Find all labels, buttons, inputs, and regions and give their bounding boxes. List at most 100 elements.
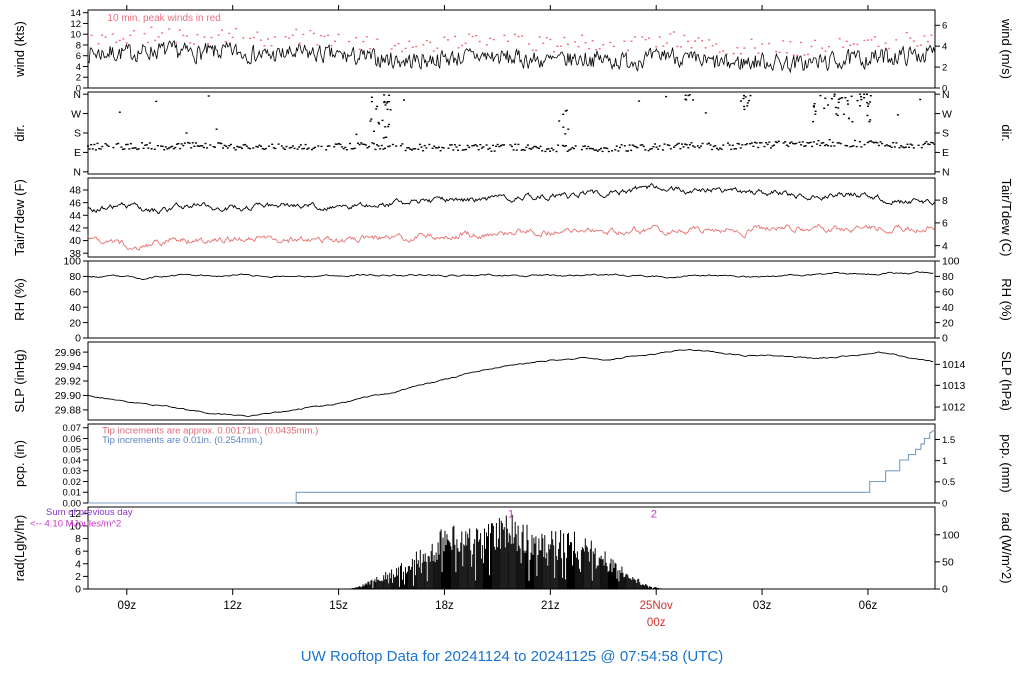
y-tick-label-left: 0.07: [63, 423, 82, 434]
y-tick-label-left: N: [73, 89, 81, 101]
panel-pcp: 0.000.010.020.030.040.050.060.07 0 0.5 1 1.5…: [12, 423, 1014, 509]
y-tick-label-left: 6: [75, 546, 81, 558]
y-tick-label-right: 60: [942, 286, 954, 298]
y-tick-label-left: N: [73, 167, 81, 179]
y-tick-label-right: 1012: [942, 402, 966, 414]
y-tick-label-right: N: [942, 89, 950, 101]
annotation-wind-0: 10 min. peak winds in red: [107, 13, 220, 24]
y-tick-label-left: 44: [69, 210, 81, 222]
y-axis-label-right-temp: Tair/Tdew (C): [999, 178, 1014, 256]
x-tick-label: 18z: [435, 600, 454, 612]
panel-frame-slp: [87, 341, 936, 421]
y-axis-label-right-pcp: pcp. (mm): [999, 434, 1014, 493]
series-dir-burst-0230z: [740, 94, 752, 111]
y-tick-label-left: 2: [76, 73, 81, 84]
x-tick-label: 15z: [329, 600, 348, 612]
y-tick-label-right: 100: [942, 529, 960, 541]
y-tick-label-left: 29.92: [55, 376, 81, 388]
y-tick-label-right: 4: [942, 240, 948, 252]
series-pcp-accum: [88, 429, 936, 504]
y-tick-label-right: 50: [942, 557, 954, 569]
y-tick-label-right: 1: [942, 456, 947, 467]
y-tick-label-left: 6: [76, 51, 81, 62]
panel-frame-pcp: [87, 423, 936, 504]
y-tick-label-right: 0: [942, 83, 947, 94]
y-tick-label-left: 12: [69, 508, 81, 520]
y-tick-label-left: 4: [76, 62, 81, 73]
y-tick-label-right: 80: [942, 271, 954, 283]
y-tick-label-right: 0: [942, 498, 947, 509]
y-axis-label-right-rad: rad (W/m^2): [999, 512, 1014, 583]
figure-title: UW Rooftop Data for 20241124 to 20241125…: [300, 648, 724, 665]
y-tick-label-left: 0.00: [63, 498, 82, 509]
y-tick-label-right: 6: [942, 218, 948, 230]
y-tick-label-left: 80: [69, 271, 81, 283]
x-tick-label-2: 00z: [647, 617, 666, 629]
y-tick-label-left: 29.88: [55, 405, 81, 417]
panel-rh: 0 20 40 60 80 100 0 20 40 60 80 100 RH (%) RH (%): [12, 256, 1014, 345]
y-axis-label-left-wind: wind (kts): [12, 21, 27, 78]
y-tick-label-right: 4: [942, 41, 947, 52]
x-tick-label: 12z: [223, 600, 242, 612]
y-tick-label-left: 48: [69, 185, 81, 197]
series-tdew: [87, 224, 935, 251]
annotation-rad-2: 1: [508, 509, 514, 521]
y-axis-label-right-rh: RH (%): [999, 278, 1014, 321]
series-dir-burst-16z: [369, 94, 392, 139]
y-tick-label-right: E: [942, 147, 949, 159]
y-tick-label-left: 8: [76, 40, 81, 51]
y-tick-label-left: 60: [69, 286, 81, 298]
y-tick-label-left: W: [71, 108, 81, 120]
y-tick-label-right: 0: [942, 584, 948, 596]
y-tick-label-right: 8: [942, 195, 948, 207]
series-slp: [87, 348, 934, 417]
panel-frame-dir: [87, 91, 936, 175]
y-axis-label-left-pcp: pcp. (in): [12, 440, 27, 487]
x-tick-label: 06z: [859, 600, 878, 612]
y-tick-label-left: 40: [69, 235, 81, 247]
y-tick-label-right: W: [942, 108, 952, 120]
y-axis-label-left-dir: dir.: [12, 124, 27, 141]
y-tick-label-left: 42: [69, 223, 81, 235]
y-axis-label-right-dir: dir.: [999, 124, 1014, 141]
y-axis-label-left-rh: RH (%): [12, 278, 27, 321]
y-tick-label-left: 8: [75, 533, 81, 545]
series-wind-avg: [87, 39, 936, 74]
y-axis-label-right-slp: SLP (hPa): [999, 351, 1014, 411]
y-tick-label-left: 0.03: [63, 466, 82, 477]
y-tick-label-left: 0.01: [63, 488, 82, 499]
y-tick-label-right: 0.5: [942, 477, 955, 488]
y-tick-label-left: 0: [75, 333, 81, 345]
x-tick-label: 03z: [753, 600, 772, 612]
y-axis-label-left-slp: SLP (inHg): [12, 349, 27, 412]
y-axis-label-left-temp: Tair/Tdew (F): [12, 179, 27, 256]
y-tick-label-left: 0: [75, 584, 81, 596]
y-tick-label-left: 4: [75, 558, 81, 570]
annotation-rad-3: 2: [651, 509, 657, 521]
y-tick-label-right: 1014: [942, 359, 966, 371]
y-tick-label-left: 100: [63, 256, 81, 268]
y-tick-label-left: 0.05: [63, 445, 82, 456]
y-tick-label-left: 12: [70, 19, 81, 30]
y-tick-label-left: 29.90: [55, 390, 81, 402]
y-tick-label-right: N: [942, 167, 950, 179]
y-tick-label-right: 1.5: [942, 435, 955, 446]
y-tick-label-left: E: [74, 147, 81, 159]
y-tick-label-left: 0: [76, 83, 81, 94]
y-tick-label-left: 0.06: [63, 434, 82, 445]
x-tick-label: 21z: [541, 600, 560, 612]
y-tick-label-left: 20: [69, 317, 81, 329]
y-tick-label-left: 10: [70, 30, 81, 41]
series-dir-scatter: [87, 95, 936, 153]
y-tick-label-left: 14: [70, 8, 81, 19]
y-tick-label-left: 2: [75, 571, 81, 583]
y-tick-label-right: 40: [942, 302, 954, 314]
y-tick-label-left: 38: [69, 248, 81, 260]
x-tick-label: 09z: [118, 600, 137, 612]
